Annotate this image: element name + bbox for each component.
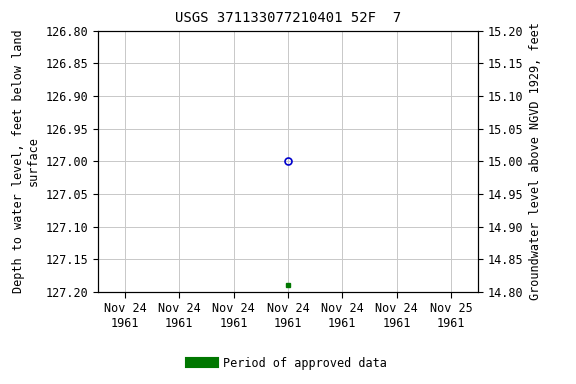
Y-axis label: Depth to water level, feet below land
surface: Depth to water level, feet below land su… bbox=[12, 30, 40, 293]
Y-axis label: Groundwater level above NGVD 1929, feet: Groundwater level above NGVD 1929, feet bbox=[529, 22, 542, 300]
Legend: Period of approved data: Period of approved data bbox=[185, 352, 391, 374]
Title: USGS 371133077210401 52F  7: USGS 371133077210401 52F 7 bbox=[175, 12, 401, 25]
